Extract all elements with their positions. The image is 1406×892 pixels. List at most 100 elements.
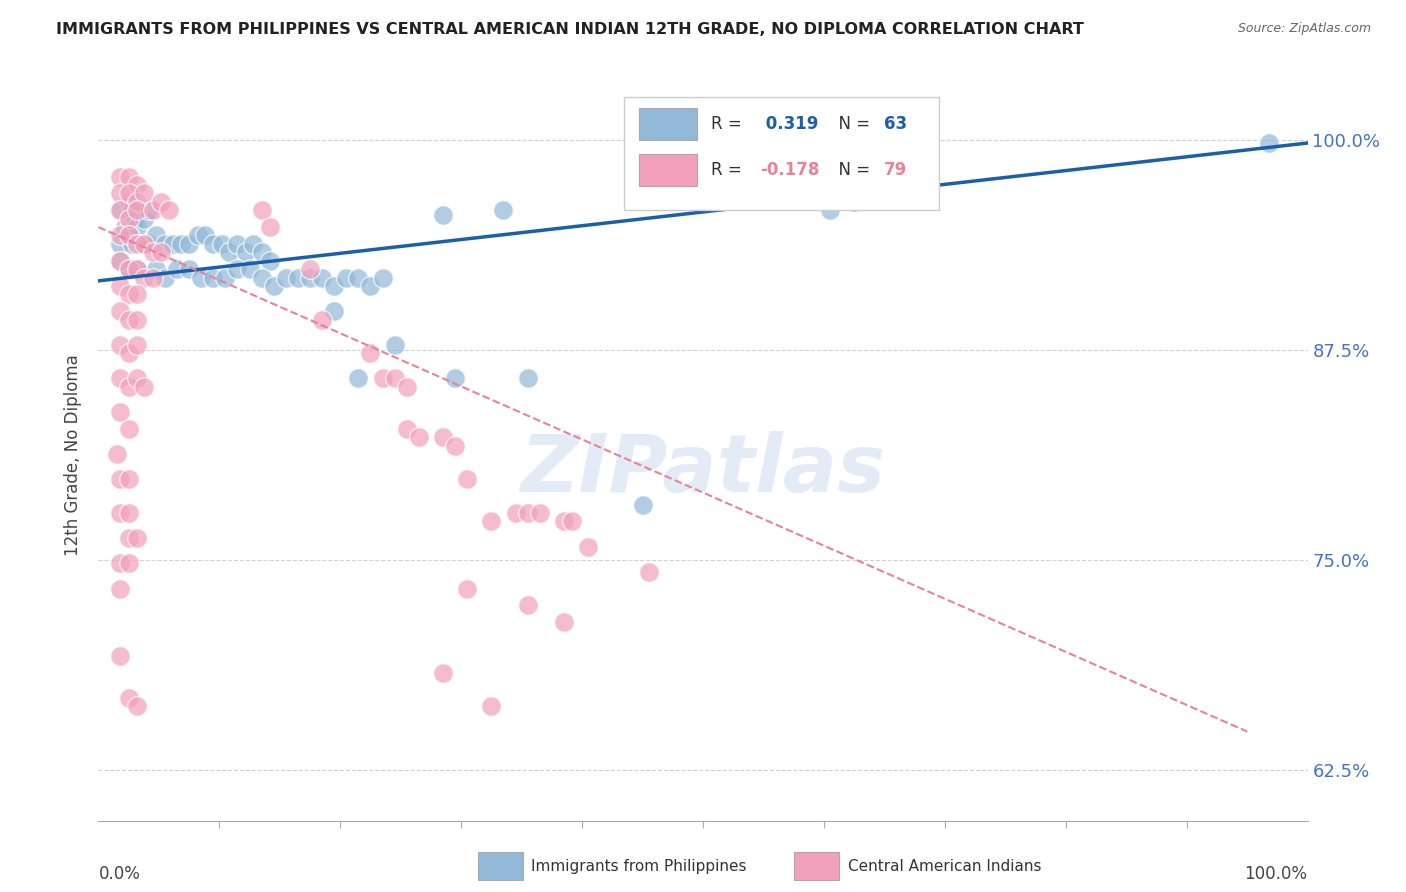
Point [395, 422, 418, 436]
Point [142, 203, 165, 218]
Point [127, 338, 149, 352]
Point [118, 312, 141, 326]
Point [250, 203, 273, 218]
Point [118, 690, 141, 705]
Point [347, 270, 370, 285]
Point [202, 270, 225, 285]
Point [134, 270, 156, 285]
Point [166, 262, 188, 277]
Point [444, 371, 467, 385]
Point [127, 312, 149, 326]
Point [844, 194, 866, 209]
Point [259, 220, 281, 235]
Text: N =: N = [828, 161, 875, 178]
Point [492, 203, 515, 218]
FancyBboxPatch shape [638, 153, 697, 186]
Point [121, 203, 143, 218]
Point [118, 531, 141, 545]
Point [108, 253, 131, 268]
Point [311, 270, 333, 285]
Point [108, 279, 131, 293]
Point [134, 380, 156, 394]
Text: IMMIGRANTS FROM PHILIPPINES VS CENTRAL AMERICAN INDIAN 12TH GRADE, NO DIPLOMA CO: IMMIGRANTS FROM PHILIPPINES VS CENTRAL A… [56, 22, 1084, 37]
Point [214, 270, 236, 285]
Point [169, 236, 191, 251]
Point [108, 203, 131, 218]
Point [408, 430, 430, 444]
Point [250, 245, 273, 260]
Point [311, 312, 333, 326]
Point [108, 582, 131, 596]
Point [561, 514, 583, 528]
Point [108, 371, 131, 385]
Point [127, 262, 149, 277]
Point [118, 186, 141, 201]
Point [242, 236, 264, 251]
Point [108, 186, 131, 201]
Point [226, 262, 249, 277]
Point [153, 270, 176, 285]
Point [818, 203, 841, 218]
Point [118, 287, 141, 301]
Text: ZIPatlas: ZIPatlas [520, 431, 886, 508]
Point [505, 506, 527, 520]
Point [299, 262, 322, 277]
Point [145, 262, 167, 277]
Point [235, 245, 257, 260]
Point [444, 439, 467, 453]
Point [553, 615, 575, 630]
Point [150, 245, 173, 260]
Point [516, 506, 538, 520]
Point [384, 338, 406, 352]
Point [259, 253, 281, 268]
Point [127, 531, 149, 545]
Text: Source: ZipAtlas.com: Source: ZipAtlas.com [1237, 22, 1371, 36]
Point [516, 371, 538, 385]
Point [118, 194, 141, 209]
Point [108, 338, 131, 352]
Point [108, 304, 131, 318]
Point [118, 380, 141, 394]
Point [631, 498, 654, 512]
Point [395, 380, 418, 394]
Point [456, 472, 478, 486]
Point [432, 208, 454, 222]
Point [118, 262, 141, 277]
Point [108, 472, 131, 486]
Point [335, 270, 357, 285]
Point [481, 699, 503, 714]
Text: Immigrants from Philippines: Immigrants from Philippines [531, 859, 747, 873]
Point [124, 211, 146, 226]
Point [226, 236, 249, 251]
Point [145, 228, 167, 243]
Point [118, 422, 141, 436]
Text: 63: 63 [884, 115, 907, 133]
Point [211, 236, 233, 251]
Text: Central American Indians: Central American Indians [848, 859, 1042, 873]
Point [118, 211, 141, 226]
Point [134, 186, 156, 201]
Text: 0.0%: 0.0% [98, 864, 141, 882]
Point [118, 228, 141, 243]
Point [127, 236, 149, 251]
Point [138, 203, 160, 218]
Point [118, 228, 141, 243]
Point [118, 472, 141, 486]
Point [360, 346, 382, 360]
Point [142, 270, 165, 285]
Point [157, 203, 180, 218]
Text: R =: R = [711, 115, 748, 133]
Point [118, 346, 141, 360]
Point [179, 262, 201, 277]
Point [129, 236, 152, 251]
Point [456, 582, 478, 596]
Point [108, 405, 131, 419]
Point [108, 253, 131, 268]
Point [179, 236, 201, 251]
Point [127, 262, 149, 277]
Point [323, 304, 346, 318]
Point [105, 447, 128, 461]
Point [162, 236, 184, 251]
Point [150, 194, 173, 209]
Point [481, 514, 503, 528]
